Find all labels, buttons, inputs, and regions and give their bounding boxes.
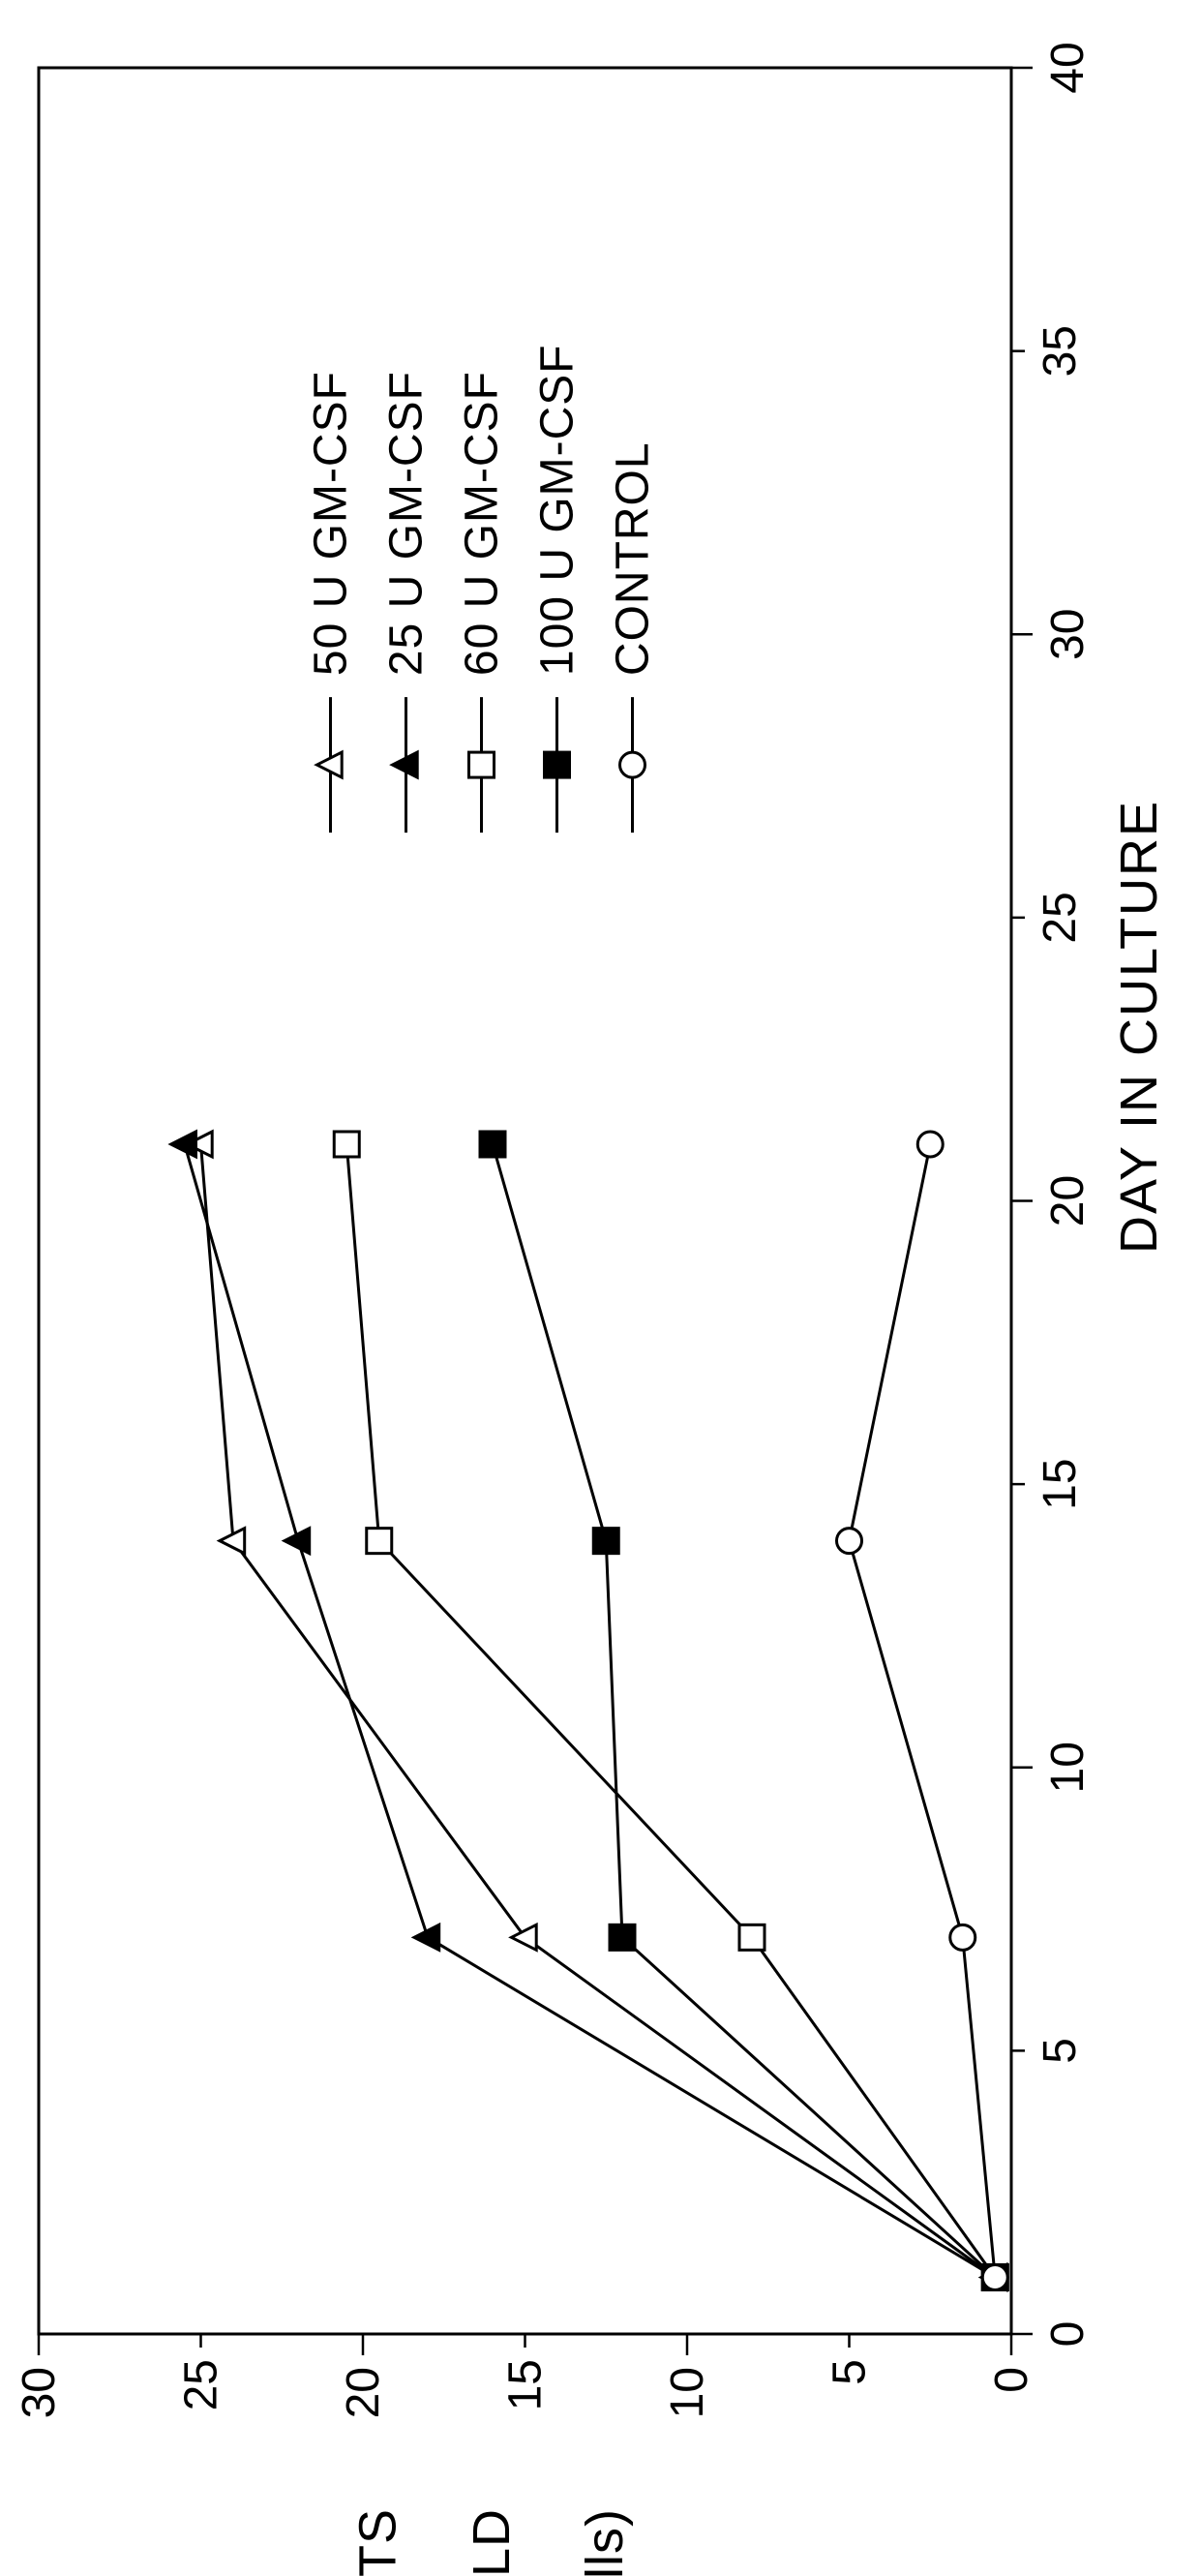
x-tick-label: 35 [1035, 325, 1086, 377]
marker-square [593, 1529, 618, 1554]
y-tick-label: 15 [500, 2359, 552, 2410]
legend-label: 25 U GM-CSF [381, 371, 433, 676]
y-tick-label: 20 [338, 2367, 389, 2418]
marker-circle [982, 2264, 1007, 2289]
x-tick-label: 15 [1035, 1458, 1086, 1509]
x-tick-label: 25 [1035, 892, 1086, 943]
marker-square [545, 752, 570, 777]
marker-square [367, 1529, 392, 1554]
marker-circle [917, 1132, 943, 1157]
legend-label: 60 U GM-CSF [457, 371, 508, 676]
marker-circle [620, 752, 645, 777]
x-tick-label: 30 [1042, 609, 1094, 660]
marker-circle [837, 1529, 862, 1554]
y-tick-label: 10 [662, 2367, 713, 2418]
y-tick-label: 0 [986, 2367, 1037, 2393]
marker-square [334, 1132, 359, 1157]
marker-square [480, 1132, 505, 1157]
y-tick-label: 5 [825, 2359, 876, 2385]
y-axis-label-line: (per 100 cells) [576, 2508, 634, 2576]
marker-square [739, 1924, 765, 1950]
x-tick-label: 0 [1042, 2321, 1094, 2348]
legend-label: 50 U GM-CSF [306, 371, 357, 676]
x-axis-label: DAY IN CULTURE [1110, 800, 1168, 1254]
y-tick-label: 25 [176, 2359, 227, 2410]
chart-container: 0 5 10 15 20 25 30 35 40 DAY IN CULTURE 0 5 10 15 20 25… [0, 0, 1200, 2576]
y-axis-label-line: IN FIELD [463, 2508, 521, 2576]
x-tick-label: 40 [1042, 42, 1094, 93]
marker-square [469, 752, 495, 777]
marker-square [610, 1924, 635, 1950]
y-tick-label: 30 [14, 2367, 65, 2418]
legend-label: 100 U GM-CSF [532, 344, 584, 676]
x-tick-label: 20 [1042, 1175, 1094, 1227]
marker-circle [950, 1924, 975, 1950]
y-axis-label-line: FIBROBLASTS [349, 2508, 407, 2576]
x-tick-label: 10 [1042, 1742, 1094, 1793]
legend-label: CONTROL [608, 441, 659, 676]
x-tick-label: 5 [1035, 2038, 1086, 2064]
